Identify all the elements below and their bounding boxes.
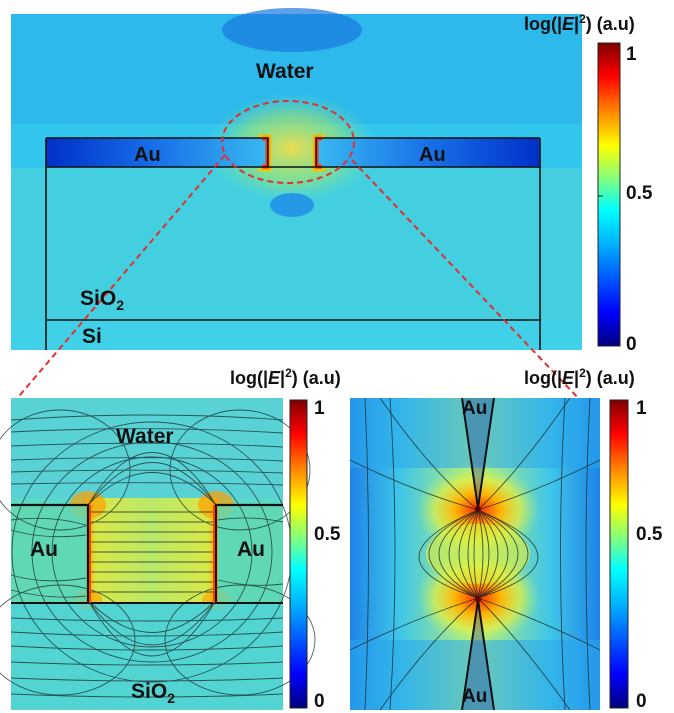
top-colorbar-tick-max: 1 (626, 44, 637, 65)
bottom-left-au-right-label: Au (237, 538, 265, 561)
bottom-right-colorbar (609, 399, 629, 709)
top-colorbar-tick-min: 0 (626, 334, 637, 355)
bottom-left-colorbar-tick-max: 1 (314, 398, 325, 419)
bottom-right-colorbar-title: log(|E|2) (a.u) (524, 366, 635, 388)
top-au-left-label: Au (134, 144, 161, 166)
top-colorbar-tick-mid: 0.5 (626, 183, 653, 204)
bottom-left-colorbar (289, 399, 308, 709)
bottom-right-au-top-label: Au (462, 398, 488, 419)
bottom-left-sio2-label: SiO2 (131, 680, 175, 707)
zoom-highlight-circle (221, 100, 355, 184)
bottom-left-colorbar-tick-mid: 0.5 (314, 524, 341, 545)
zoom-line-right (351, 159, 581, 401)
top-water-label: Water (256, 60, 314, 83)
top-colorbar-title: log(|E|2) (a.u) (524, 12, 635, 34)
zoom-line-left (13, 154, 226, 403)
top-au-right-label: Au (419, 144, 446, 166)
top-panel (11, 8, 582, 350)
bottom-right-panel (349, 397, 601, 711)
bottom-left-panel (0, 398, 316, 710)
bottom-left-colorbar-title: log(|E|2) (a.u) (230, 366, 341, 388)
top-si-label: Si (82, 325, 102, 348)
bottom-right-au-bottom-label: Au (462, 686, 488, 707)
top-colorbar (597, 42, 621, 347)
bottom-right-colorbar-tick-mid: 0.5 (636, 524, 663, 545)
top-sio2-label: SiO2 (80, 287, 124, 314)
bottom-left-water-label: Water (116, 425, 174, 448)
bottom-left-colorbar-tick-min: 0 (314, 691, 325, 712)
bottom-left-au-left-label: Au (30, 538, 58, 561)
bottom-right-colorbar-tick-min: 0 (636, 691, 647, 712)
bottom-right-colorbar-tick-max: 1 (636, 398, 647, 419)
top-au-left-electrode (46, 138, 266, 167)
